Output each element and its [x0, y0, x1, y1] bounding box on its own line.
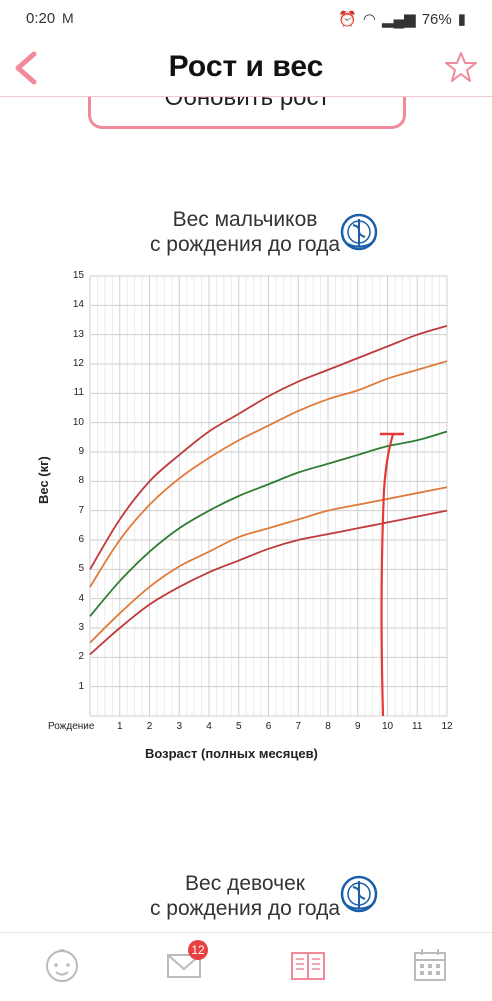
- y-tick-label: 8: [78, 475, 84, 487]
- signal-icon: ▂▄▆: [382, 11, 416, 28]
- bottom-navigation: [0, 932, 492, 1001]
- back-icon[interactable]: [8, 48, 48, 88]
- series-line-2: [89, 360, 448, 588]
- x-tick-label: Рождение: [48, 721, 95, 732]
- messages-badge: 12: [188, 940, 208, 960]
- status-bar: 0:20 M ⏰ ◠ ▂▄▆ 76% ▮: [0, 0, 492, 36]
- nav-calendar-icon[interactable]: [410, 945, 450, 985]
- x-axis-label: Возраст (полных месяцев): [145, 746, 318, 761]
- x-tick-label: 2: [146, 721, 153, 732]
- x-tick-label: 12: [441, 721, 453, 732]
- series-line-4: [89, 486, 448, 644]
- y-tick-label: 4: [78, 592, 84, 604]
- y-tick-label: 2: [78, 651, 84, 663]
- star-icon[interactable]: [444, 50, 478, 84]
- series-line-1: [89, 325, 448, 570]
- y-tick-label: 12: [72, 358, 84, 369]
- wifi-icon: ◠: [362, 11, 376, 28]
- user-height-annotation: [380, 433, 395, 717]
- gmail-icon: M: [62, 10, 74, 26]
- who-logo-icon: [340, 213, 378, 251]
- y-tick-label: 15: [72, 270, 84, 281]
- x-tick-label: 10: [381, 721, 394, 732]
- chart-series: [89, 325, 448, 656]
- y-axis-label: Вес (кг): [36, 456, 51, 504]
- x-tick-label: 9: [354, 721, 361, 732]
- y-tick-label: 7: [78, 504, 84, 516]
- x-tick-label: 11: [412, 721, 423, 732]
- x-tick-label: 7: [295, 721, 302, 732]
- x-tick-label: 1: [116, 721, 123, 732]
- chart2-title-line1: Вес девочек: [185, 872, 305, 895]
- appbar-background: [0, 36, 492, 96]
- status-right: ⏰ ◠ ▂▄▆ 76% ▮: [338, 10, 466, 29]
- x-tick-label: 3: [176, 721, 183, 732]
- chart2-title-line2: с рождения до года: [149, 897, 341, 920]
- chart2-title: Вес девочек с рождения до года: [100, 871, 390, 921]
- y-tick-label: 13: [72, 328, 84, 340]
- battery-level: 76%: [421, 10, 452, 28]
- y-tick-label: 5: [78, 563, 84, 575]
- who-logo-icon-2: [340, 875, 378, 913]
- nav-baby-icon[interactable]: [42, 945, 82, 985]
- y-tick-label: 14: [72, 299, 84, 311]
- y-tick-label: 6: [78, 534, 84, 545]
- x-tick-label: 4: [206, 721, 212, 732]
- series-line-5: [89, 509, 448, 656]
- nav-journal-icon[interactable]: [288, 945, 328, 985]
- app-bar: Рост и вес: [0, 36, 492, 97]
- x-tick-label: 6: [265, 721, 272, 732]
- status-time: 0:20: [26, 10, 56, 27]
- x-tick-label: 8: [325, 721, 331, 732]
- series-line-3: [89, 430, 448, 617]
- y-tick-label: 3: [78, 622, 84, 633]
- alarm-icon: ⏰: [338, 11, 357, 28]
- y-tick-label: 1: [78, 680, 84, 692]
- chart-title-line2: с рождения до года: [149, 233, 341, 256]
- chart-title: Вес мальчиков с рождения до года: [100, 207, 390, 257]
- x-tick-label: 5: [235, 721, 242, 732]
- y-tick-label: 11: [73, 387, 84, 399]
- chart-title-line1: Вес мальчиков: [172, 208, 318, 231]
- chart-grid: [89, 275, 448, 717]
- y-tick-label: 9: [78, 446, 84, 457]
- y-tick-label: 10: [72, 416, 84, 428]
- battery-icon: ▮: [457, 11, 466, 28]
- page-title: Рост и вес: [168, 50, 324, 83]
